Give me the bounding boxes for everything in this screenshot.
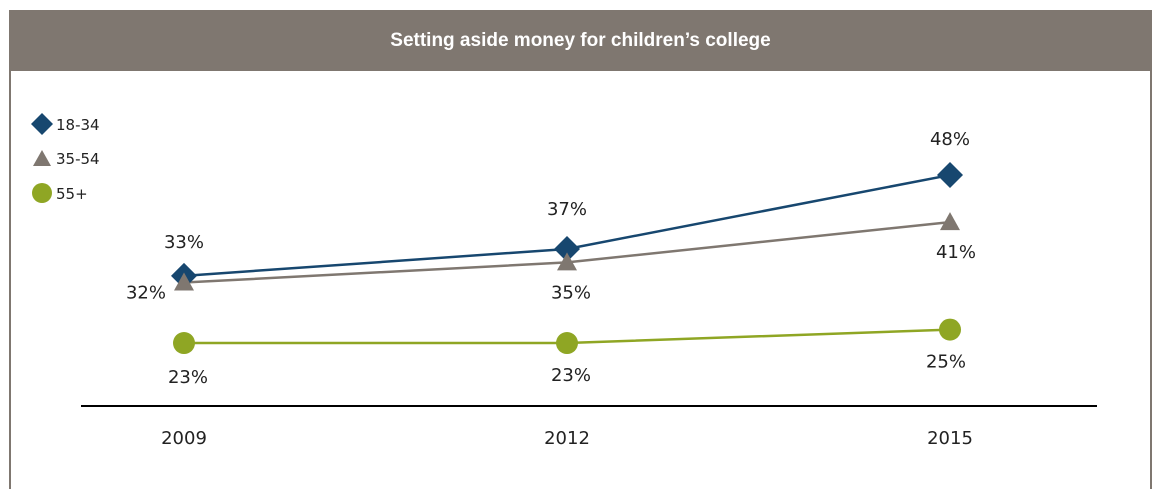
- data-point-1-2: [940, 212, 960, 230]
- data-label-1-1: 35%: [551, 282, 591, 303]
- x-tick-label-0: 2009: [161, 428, 207, 449]
- data-label-0-1: 37%: [547, 199, 587, 220]
- data-label-0-0: 33%: [164, 232, 204, 253]
- data-point-0-2: [937, 162, 963, 188]
- legend-marker-2: [32, 183, 52, 203]
- legend-marker-0: [31, 113, 53, 135]
- legend-label-1: 35-54: [56, 150, 100, 168]
- data-label-1-0: 32%: [126, 283, 166, 304]
- legend-marker-1: [33, 150, 51, 166]
- data-point-2-0: [173, 332, 195, 354]
- legend-label-0: 18-34: [56, 116, 100, 134]
- data-label-1-2: 41%: [936, 242, 976, 263]
- data-point-2-1: [556, 332, 578, 354]
- data-label-2-2: 25%: [926, 352, 966, 373]
- data-label-2-1: 23%: [551, 365, 591, 386]
- data-label-0-2: 48%: [930, 129, 970, 150]
- x-tick-label-2: 2015: [927, 428, 973, 449]
- x-tick-label-1: 2012: [544, 428, 590, 449]
- data-point-2-2: [939, 319, 961, 341]
- data-label-2-0: 23%: [168, 367, 208, 388]
- legend-label-2: 55+: [56, 185, 88, 203]
